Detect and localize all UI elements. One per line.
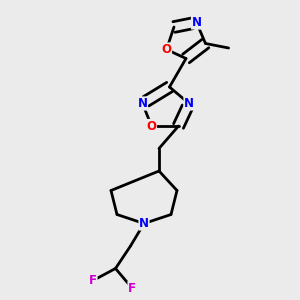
Text: N: N <box>184 97 194 110</box>
Text: N: N <box>191 16 202 29</box>
Text: N: N <box>139 217 149 230</box>
Text: O: O <box>146 119 157 133</box>
Text: N: N <box>137 97 148 110</box>
Text: O: O <box>161 43 172 56</box>
Text: F: F <box>89 274 97 287</box>
Text: F: F <box>128 281 136 295</box>
